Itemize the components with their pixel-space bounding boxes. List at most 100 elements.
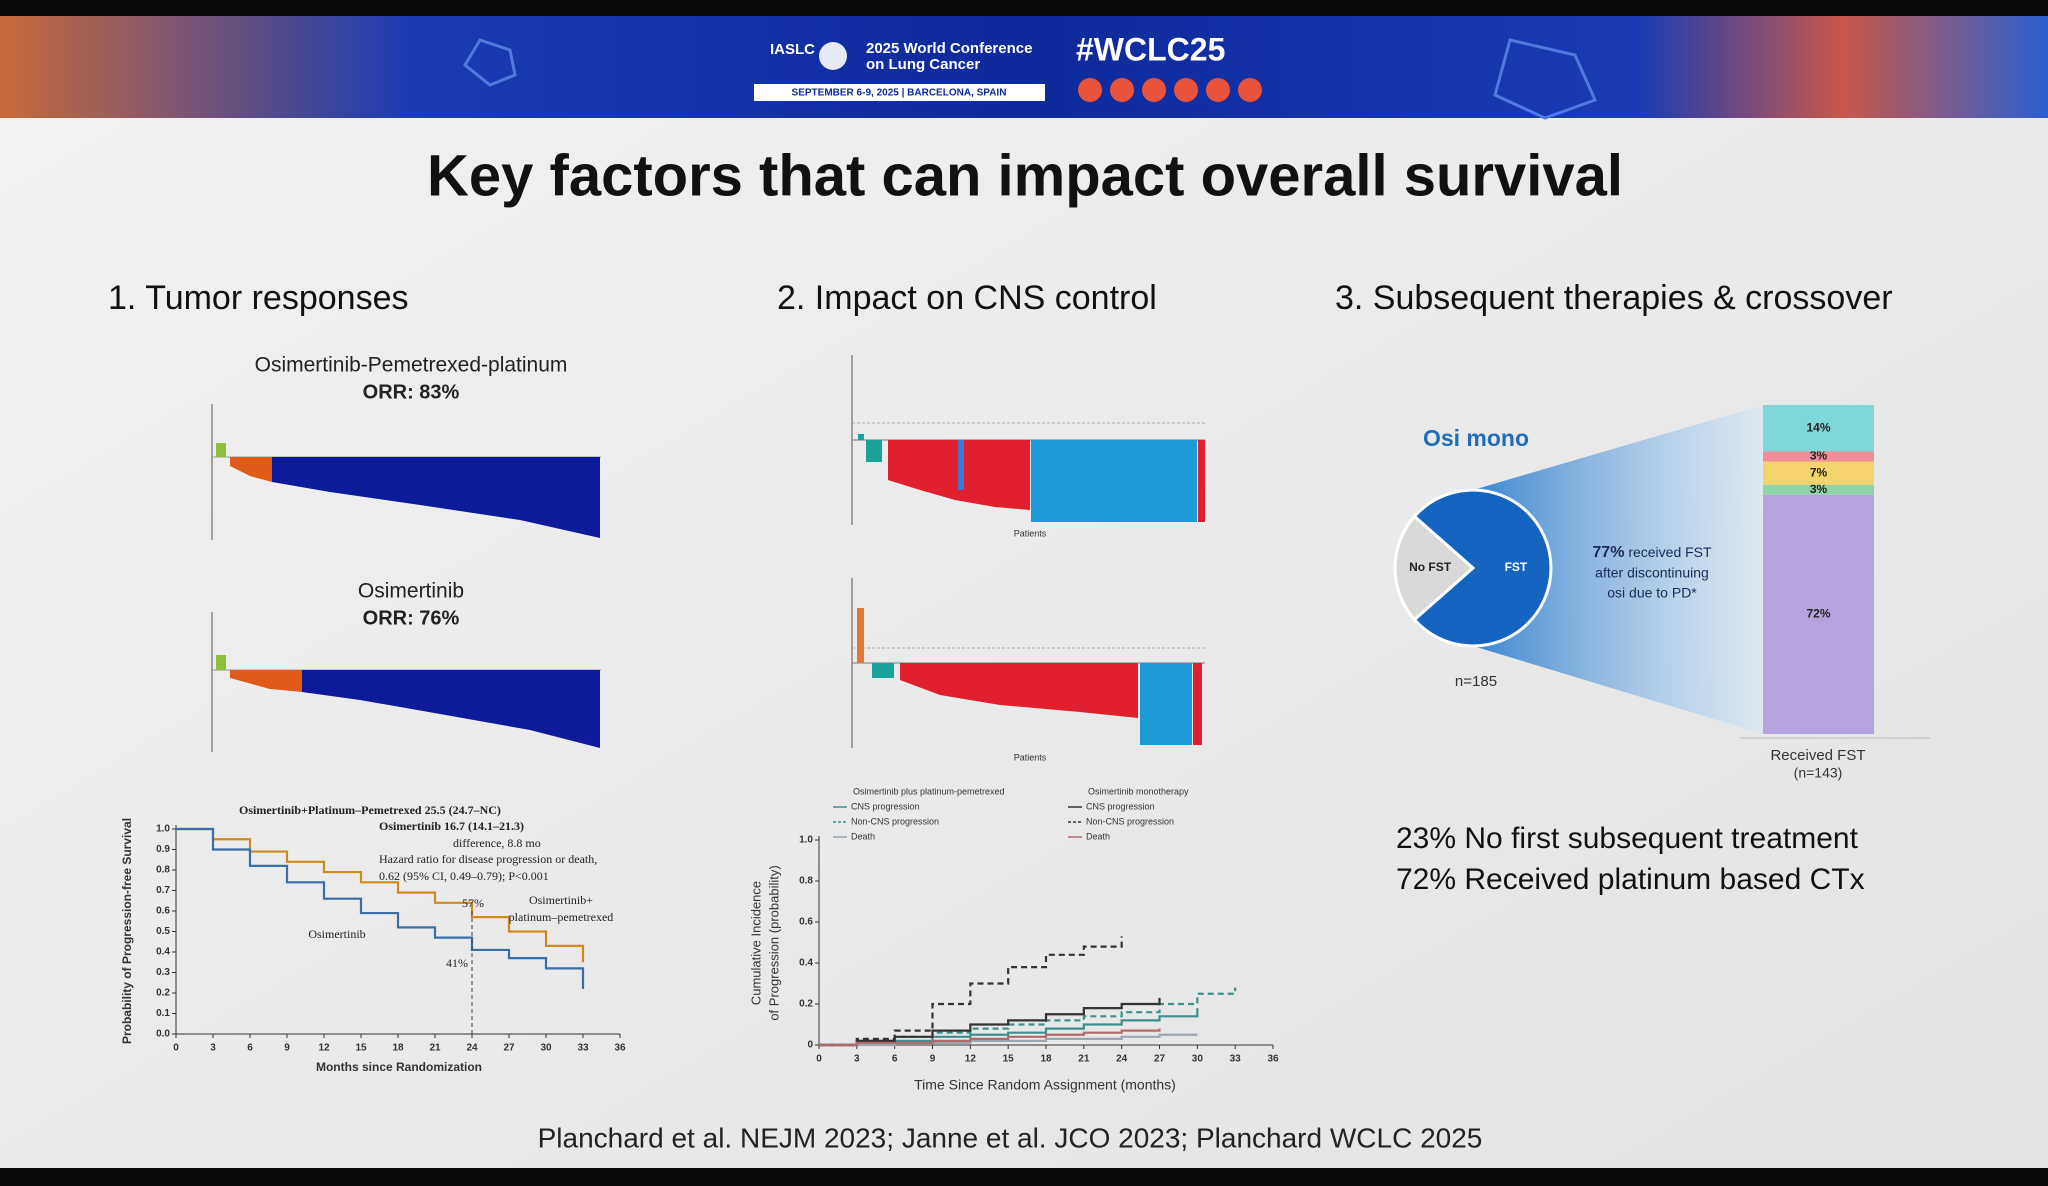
y-tick-label: 0.6 [799, 917, 813, 928]
y-tick-label: 0.4 [156, 947, 170, 958]
banner-hashtag: #WCLC25 [1076, 31, 1225, 67]
y-tick-label: 0.5 [156, 926, 170, 937]
social-icon [1142, 78, 1166, 102]
x-tick-label: 9 [284, 1043, 290, 1054]
legend-label: Death [1086, 831, 1110, 841]
y-tick-label: 0.6 [156, 906, 170, 917]
legend-label: Non-CNS progression [1086, 816, 1174, 826]
x-tick-label: 24 [466, 1043, 478, 1054]
bar-segment-label: 72% [1806, 607, 1830, 621]
x-tick-label: 36 [614, 1043, 626, 1054]
bar-segment-label: 14% [1806, 420, 1830, 434]
waterfall-bars [858, 434, 864, 440]
y-tick-label: 0.8 [799, 876, 813, 887]
footer: Planchard et al. NEJM 2023; Janne et al.… [538, 1122, 1483, 1153]
waterfall-x-label: Patients [1014, 528, 1047, 538]
waterfall-bars [866, 440, 882, 462]
bar-segment [1763, 461, 1874, 485]
legend-group: Osimertinib plus platinum-pemetrexed [853, 786, 1005, 796]
y-axis-label: Probability of Progression-free Survival [120, 818, 134, 1044]
funnel-line: received FST [1624, 544, 1712, 560]
x-axis-label: Time Since Random Assignment (months) [914, 1077, 1176, 1093]
waterfall-plot [211, 612, 601, 752]
chart-note: 0.62 (95% CI, 0.49–0.79); P<0.001 [379, 869, 549, 883]
social-icon [1110, 78, 1134, 102]
x-tick-label: 15 [355, 1043, 367, 1054]
section-heading: 3. Subsequent therapies & crossover [1335, 279, 1893, 317]
legend-group: Osimertinib monotherapy [1088, 786, 1189, 796]
funnel-line: after discontinuing [1595, 565, 1709, 581]
waterfall-bars [1193, 663, 1202, 745]
y-tick-label: 0.2 [799, 999, 813, 1010]
waterfall-bars [872, 663, 894, 678]
y-tick-label: 0.0 [156, 1029, 170, 1040]
x-tick-label: 12 [965, 1054, 977, 1065]
series-line [176, 827, 585, 963]
x-tick-label: 18 [392, 1043, 404, 1054]
cns-waterfall [851, 355, 1205, 525]
waterfall-x-label: Patients [1014, 752, 1047, 762]
y-tick-label: 0 [807, 1040, 813, 1051]
pie-title: Osi mono [1423, 425, 1529, 451]
bottom-edge [0, 1168, 2048, 1186]
chart-note: Osimertinib 16.7 (14.1–21.3) [379, 819, 524, 833]
waterfall-bars [230, 670, 302, 692]
bar-segment [1763, 405, 1874, 452]
waterfall-plot [211, 404, 601, 540]
waterfall-bars [900, 663, 1138, 718]
social-icon [1206, 78, 1230, 102]
waterfall-bars [958, 440, 964, 490]
cns-waterfall [851, 578, 1205, 748]
chart-note: difference, 8.8 mo [453, 836, 541, 850]
waterfall-bars [302, 670, 600, 748]
waterfall-bars [230, 457, 272, 482]
section-heading: 2. Impact on CNS control [777, 279, 1157, 317]
series-line [176, 827, 585, 989]
y-tick-label: 0.2 [156, 988, 170, 999]
x-tick-label: 3 [210, 1043, 216, 1054]
banner-org: IASLC [770, 41, 815, 58]
y-tick-label: 0.3 [156, 967, 170, 978]
x-tick-label: 6 [247, 1043, 253, 1054]
y-axis-label: Cumulative Incidence [748, 881, 763, 1005]
y-tick-label: 1.0 [156, 824, 170, 835]
x-tick-label: 33 [1230, 1054, 1242, 1065]
section-heading: 1. Tumor responses [108, 279, 408, 317]
series-line [819, 1028, 1161, 1047]
x-tick-label: 6 [892, 1054, 898, 1065]
banner-hexagon [463, 38, 517, 87]
pie-slice [1412, 488, 1553, 648]
legend-label: Death [851, 831, 875, 841]
x-tick-label: 9 [930, 1054, 936, 1065]
funnel-line: osi due to PD* [1607, 585, 1697, 601]
bar-segment [1763, 494, 1874, 734]
social-icon [1078, 78, 1102, 102]
waterfall-bars [216, 443, 226, 457]
chart-annotation: 41% [446, 956, 468, 970]
y-tick-label: 1.0 [799, 835, 813, 846]
top-edge [0, 0, 2048, 16]
chart-annotation: Osimertinib+ [529, 893, 593, 907]
legend-label: CNS progression [851, 801, 920, 811]
y-tick-label: 0.1 [156, 1008, 170, 1019]
banner-date-box [754, 84, 1045, 101]
x-tick-label: 21 [1078, 1054, 1090, 1065]
bar-segment-label: 3% [1810, 482, 1828, 496]
x-tick-label: 18 [1040, 1054, 1052, 1065]
legend-label: Non-CNS progression [851, 816, 939, 826]
social-icons [1078, 78, 1262, 102]
banner [0, 16, 2048, 118]
chart-note: Hazard ratio for disease progression or … [379, 852, 597, 866]
x-tick-label: 15 [1003, 1054, 1015, 1065]
bar-segment [1763, 484, 1874, 495]
bar-segment-label: 3% [1810, 449, 1828, 463]
bar-segment [1763, 451, 1874, 462]
x-tick-label: 27 [1154, 1054, 1166, 1065]
waterfall-bars [1198, 440, 1205, 522]
legend-label: CNS progression [1086, 801, 1155, 811]
x-tick-label: 3 [854, 1054, 860, 1065]
social-icon [1238, 78, 1262, 102]
waterfall-bars [1140, 663, 1192, 745]
x-tick-label: 30 [540, 1043, 552, 1054]
x-tick-label: 33 [577, 1043, 589, 1054]
